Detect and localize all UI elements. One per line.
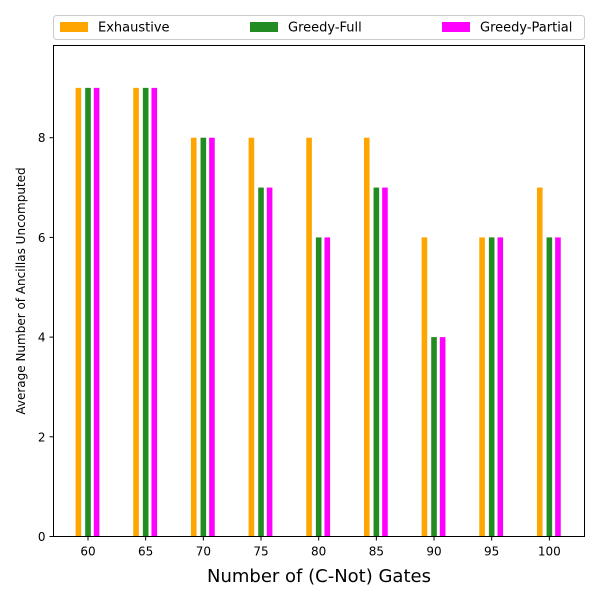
x-tick-label-85: 85 bbox=[369, 545, 384, 559]
x-axis: 60 65 70 75 80 85 90 95 100 bbox=[80, 536, 561, 559]
bar-greedy-full-70 bbox=[200, 137, 207, 537]
bar-exhaustive-75 bbox=[248, 137, 255, 537]
x-tick-label-95: 95 bbox=[484, 545, 499, 559]
bar-greedy-partial-100 bbox=[555, 237, 561, 537]
x-axis-label: Number of (C-Not) Gates bbox=[207, 566, 431, 587]
bar-exhaustive-85 bbox=[363, 137, 370, 537]
y-axis: 0 2 4 6 8 bbox=[38, 131, 54, 544]
y-tick-label-4: 4 bbox=[38, 331, 46, 345]
y-tick-label-2: 2 bbox=[38, 430, 46, 444]
bar-greedy-full-90 bbox=[431, 337, 437, 537]
y-tick-label-0: 0 bbox=[38, 530, 46, 544]
bar-greedy-partial-75 bbox=[266, 187, 273, 537]
x-tick-label-70: 70 bbox=[196, 545, 211, 559]
bar-greedy-partial-80 bbox=[324, 237, 331, 537]
bar-greedy-partial-90 bbox=[439, 337, 446, 537]
legend-label-greedy-full: Greedy-Full bbox=[288, 21, 362, 36]
bar-greedy-full-60 bbox=[85, 87, 91, 537]
bar-greedy-full-75 bbox=[258, 187, 264, 537]
x-tick-label-80: 80 bbox=[311, 545, 326, 559]
bar-exhaustive-100 bbox=[536, 187, 543, 537]
y-tick-label-8: 8 bbox=[38, 131, 46, 145]
bar-greedy-partial-70 bbox=[209, 137, 215, 537]
bar-greedy-full-80 bbox=[315, 237, 322, 537]
y-tick-label-6: 6 bbox=[38, 231, 46, 245]
bar-greedy-full-100 bbox=[546, 237, 553, 537]
legend-swatch-greedy-full bbox=[250, 22, 278, 32]
bar-exhaustive-95 bbox=[479, 237, 485, 537]
bars bbox=[75, 87, 561, 537]
x-tick-label-65: 65 bbox=[138, 545, 153, 559]
bar-exhaustive-90 bbox=[421, 237, 428, 537]
legend: Exhaustive Greedy-Full Greedy-Partial bbox=[53, 15, 585, 40]
x-tick-label-100: 100 bbox=[538, 545, 561, 559]
legend-swatch-exhaustive bbox=[60, 22, 88, 32]
bar-greedy-full-65 bbox=[142, 87, 149, 537]
legend-label-greedy-partial: Greedy-Partial bbox=[480, 21, 572, 36]
bar-exhaustive-70 bbox=[190, 137, 197, 537]
x-tick-label-60: 60 bbox=[80, 545, 95, 559]
bar-exhaustive-60 bbox=[75, 87, 82, 537]
bar-exhaustive-80 bbox=[306, 137, 312, 537]
y-axis-label: Average Number of Ancillas Uncomputed bbox=[14, 167, 28, 414]
legend-frame bbox=[53, 15, 585, 40]
legend-label-exhaustive: Exhaustive bbox=[98, 21, 170, 36]
x-tick-label-75: 75 bbox=[253, 545, 268, 559]
bar-exhaustive-65 bbox=[133, 87, 139, 537]
bar-greedy-partial-95 bbox=[497, 237, 504, 537]
bar-greedy-full-95 bbox=[488, 237, 495, 537]
bar-greedy-partial-65 bbox=[151, 87, 158, 537]
bar-greedy-partial-85 bbox=[382, 187, 388, 537]
legend-swatch-greedy-partial bbox=[442, 22, 470, 32]
bar-greedy-full-85 bbox=[373, 187, 380, 537]
bar-greedy-partial-60 bbox=[93, 87, 100, 537]
x-tick-label-90: 90 bbox=[426, 545, 441, 559]
